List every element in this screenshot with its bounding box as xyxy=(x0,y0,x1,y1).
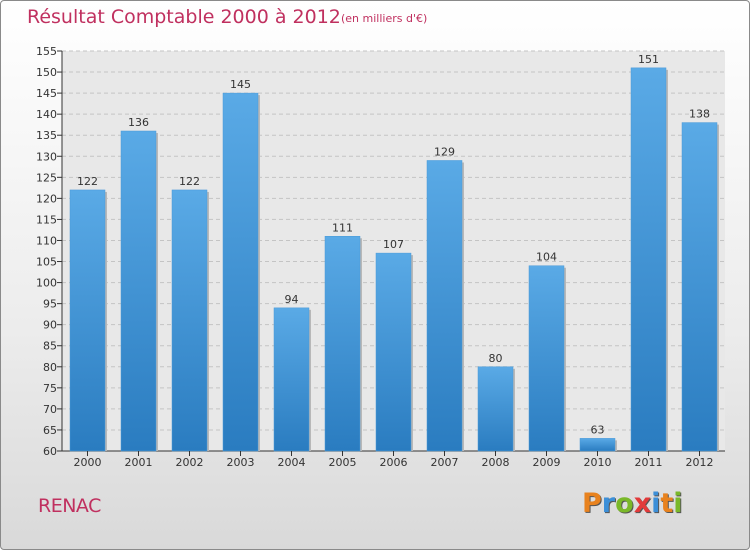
x-tick-label: 2008 xyxy=(482,456,510,469)
data-label: 145 xyxy=(230,78,251,91)
data-label: 122 xyxy=(77,175,98,188)
bar xyxy=(681,122,718,452)
y-tick-label: 125 xyxy=(36,171,57,184)
y-tick-label: 130 xyxy=(36,150,57,163)
y-tick-label: 140 xyxy=(36,108,57,121)
x-tick-label: 2006 xyxy=(380,456,408,469)
data-label: 138 xyxy=(689,108,710,121)
data-label: 107 xyxy=(383,238,404,251)
y-tick-label: 120 xyxy=(36,192,57,205)
x-tick-label: 2002 xyxy=(176,456,204,469)
commune-name: RENAC xyxy=(38,495,101,517)
x-tick-label: 2010 xyxy=(584,456,612,469)
y-tick-label: 80 xyxy=(43,361,57,374)
bar xyxy=(375,252,412,452)
y-tick-label: 105 xyxy=(36,256,57,269)
y-tick-label: 115 xyxy=(36,213,57,226)
data-label: 136 xyxy=(128,116,149,129)
y-tick-label: 85 xyxy=(43,340,57,353)
y-tick-label: 70 xyxy=(43,403,57,416)
logo-letter: x xyxy=(633,488,652,519)
x-tick-label: 2007 xyxy=(431,456,459,469)
y-tick-label: 60 xyxy=(43,445,57,458)
bar xyxy=(579,438,616,452)
logo-letter: t xyxy=(660,488,674,519)
bar xyxy=(222,92,259,452)
data-label: 80 xyxy=(489,352,503,365)
data-label: 111 xyxy=(332,221,353,234)
bar xyxy=(426,160,463,452)
x-tick-label: 2012 xyxy=(686,456,714,469)
data-label: 129 xyxy=(434,145,455,158)
proxiti-logo: Proxiti xyxy=(582,488,683,519)
y-tick-label: 90 xyxy=(43,319,57,332)
bar xyxy=(120,130,157,452)
y-tick-label: 100 xyxy=(36,277,57,290)
y-tick-label: 155 xyxy=(36,45,57,58)
bar xyxy=(273,307,310,452)
chart-title: Résultat Comptable 2000 à 2012 xyxy=(27,6,341,28)
y-tick-label: 110 xyxy=(36,234,57,247)
x-tick-label: 2003 xyxy=(227,456,255,469)
y-tick-label: 75 xyxy=(43,382,57,395)
logo-letter: i xyxy=(651,488,661,519)
logo-letter: o xyxy=(615,488,634,519)
bar xyxy=(477,366,514,452)
x-tick-label: 2011 xyxy=(635,456,663,469)
x-tick-label: 2005 xyxy=(329,456,357,469)
y-tick-label: 95 xyxy=(43,298,57,311)
bar xyxy=(630,67,667,452)
y-tick-label: 150 xyxy=(36,66,57,79)
data-label: 104 xyxy=(536,251,557,264)
x-tick-label: 2001 xyxy=(125,456,153,469)
y-tick-label: 65 xyxy=(43,424,57,437)
bar xyxy=(324,236,361,452)
x-tick-label: 2000 xyxy=(74,456,102,469)
y-tick-label: 145 xyxy=(36,87,57,100)
data-label: 63 xyxy=(591,423,605,436)
x-tick-label: 2004 xyxy=(278,456,306,469)
x-tick-label: 2009 xyxy=(533,456,561,469)
bar xyxy=(528,265,565,452)
data-label: 151 xyxy=(638,53,659,66)
bar xyxy=(69,189,106,452)
data-label: 94 xyxy=(285,293,299,306)
chart-subtitle: (en milliers d'€) xyxy=(341,12,428,25)
logo-letter: P xyxy=(582,488,602,519)
bar xyxy=(171,189,208,452)
data-label: 122 xyxy=(179,175,200,188)
y-tick-label: 135 xyxy=(36,129,57,142)
logo-letter: i xyxy=(673,488,683,519)
logo-letter: r xyxy=(601,488,616,519)
